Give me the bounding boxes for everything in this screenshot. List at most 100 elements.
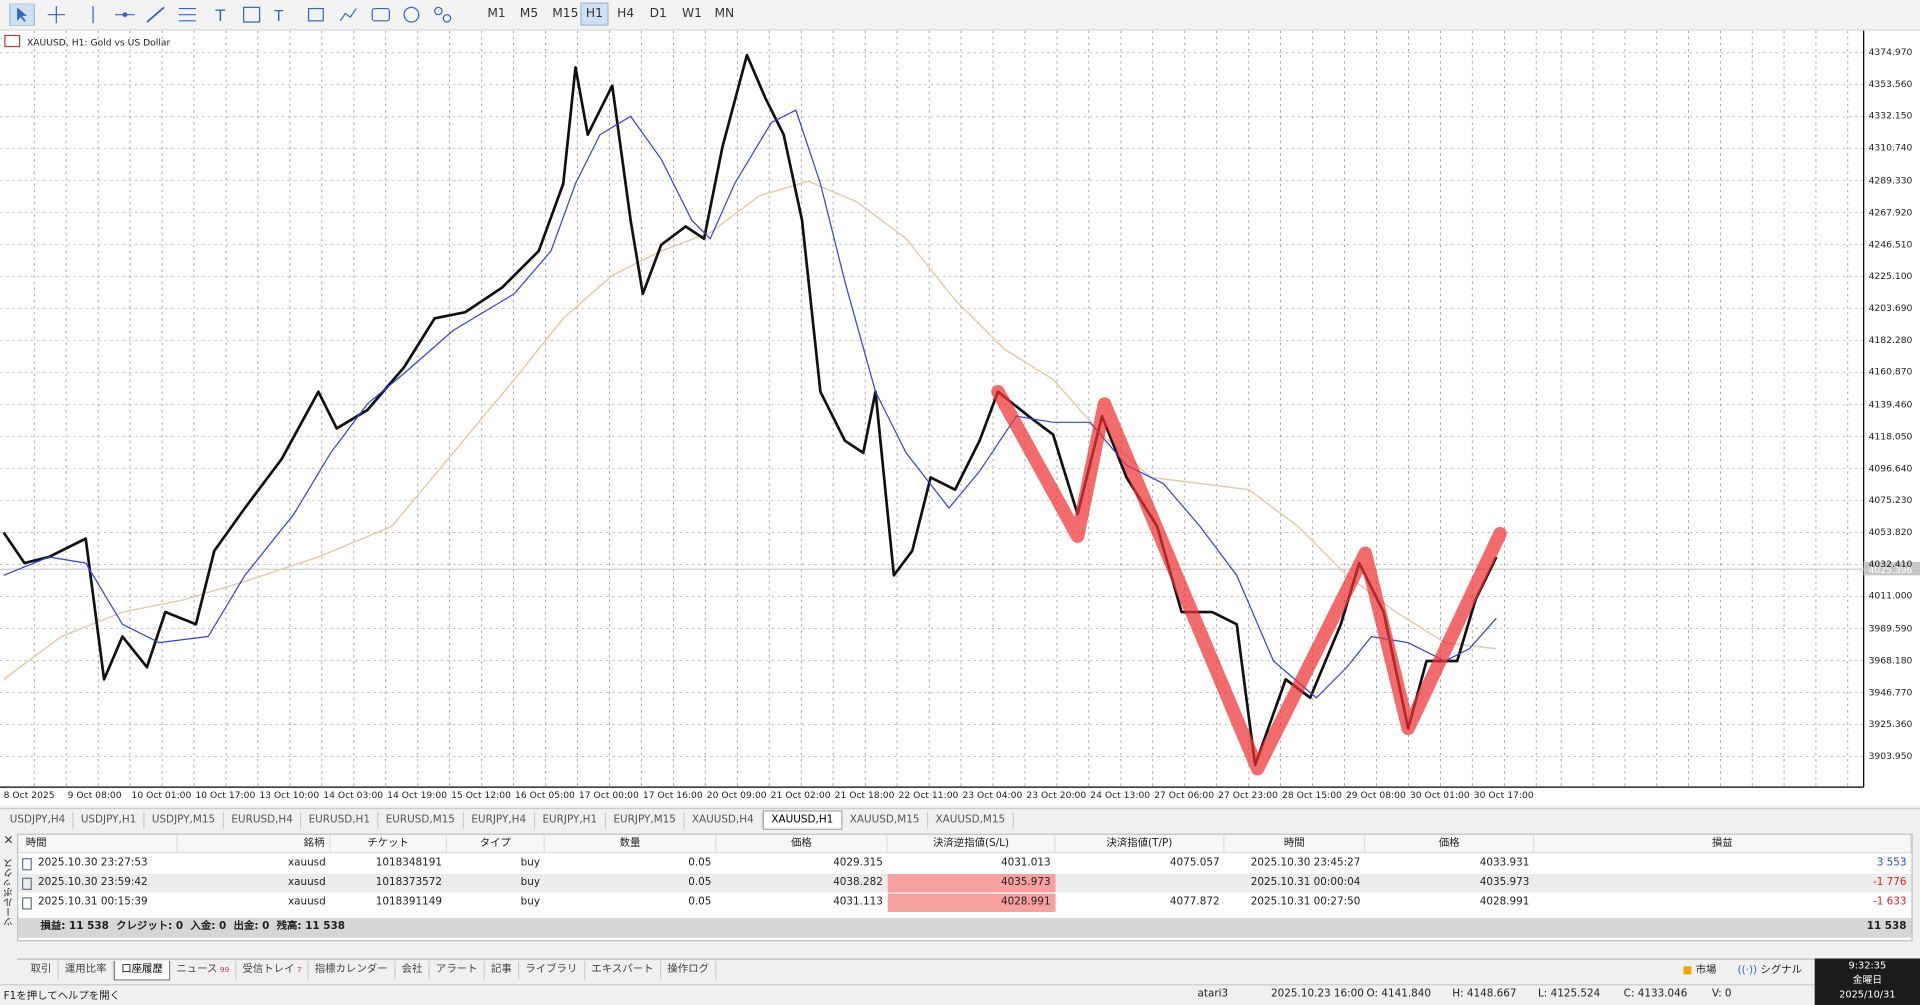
tab-label: 口座履歴 [121, 963, 163, 976]
bottom-tab[interactable]: 記事 [485, 960, 520, 980]
price-label: 3925.360 [1868, 718, 1913, 730]
chart-tab[interactable]: EURUSD,H1 [301, 811, 379, 829]
bottom-tab[interactable]: ライブラリ [519, 960, 585, 980]
time-label: 27 Oct 06:00 [1154, 789, 1215, 801]
chart-tab[interactable]: XAUUSD,H1 [762, 810, 842, 830]
bottom-tab[interactable]: エキスパート [585, 960, 661, 980]
chart-tab[interactable]: USDJPY,M15 [144, 811, 224, 829]
chart-area[interactable]: XAUUSD, H1: Gold vs US Dollar 4025.396 4… [0, 30, 1920, 806]
signal-link[interactable]: ((·)) シグナル [1737, 964, 1803, 977]
bottom-tab[interactable]: ニュース 99 [170, 960, 237, 980]
timeframe-button[interactable]: H4 [617, 7, 635, 21]
column-header[interactable]: 数量 [544, 834, 717, 854]
timeframe-button[interactable]: M1 [487, 7, 506, 21]
price-label: 4289.330 [1868, 174, 1913, 186]
column-header[interactable]: 価格 [716, 834, 888, 854]
column-header[interactable]: 損益 [1534, 834, 1912, 854]
tab-label: 運用比率 [64, 963, 107, 976]
timeframe-button[interactable]: M15 [552, 7, 579, 21]
price-label: 3903.950 [1868, 750, 1913, 762]
price-label: 4374.970 [1868, 46, 1913, 58]
timeframe-button[interactable]: MN [714, 7, 735, 21]
bottom-tab[interactable]: 取引 [24, 960, 59, 980]
chart-tab[interactable]: EURJPY,H4 [464, 811, 535, 829]
chart-tab[interactable]: EURUSD,H4 [224, 811, 302, 829]
timeframe-button[interactable]: M5 [519, 7, 539, 21]
table-cell: 4035.973 [887, 874, 1056, 893]
bottom-tab[interactable]: 操作ログ [661, 960, 717, 980]
column-header[interactable]: 時間 [1224, 834, 1366, 854]
column-header[interactable]: 決済逆指値(S/L) [887, 834, 1056, 854]
bottom-tab[interactable]: 受信トレイ 7 [236, 960, 309, 980]
zigzag-drawing [991, 384, 1507, 776]
price-label: 4139.460 [1868, 398, 1913, 410]
time-label: 10 Oct 01:00 [131, 789, 192, 801]
chart-tab[interactable]: EURJPY,M15 [606, 811, 685, 829]
column-header[interactable]: タイプ [446, 834, 545, 854]
price-label: 4246.510 [1868, 238, 1913, 250]
column-header[interactable]: 決済指値(T/P) [1055, 834, 1225, 854]
timeframe-button[interactable]: D1 [649, 7, 667, 21]
time-label: 30 Oct 01:00 [1409, 789, 1470, 801]
column-header[interactable]: 価格 [1365, 834, 1535, 854]
time-label: 22 Oct 11:00 [898, 789, 959, 801]
time-label: 21 Oct 02:00 [770, 789, 831, 801]
bottom-tab[interactable]: 指標カレンダー [309, 960, 395, 980]
chart-tab[interactable]: XAUUSD,M15 [928, 811, 1014, 829]
column-header[interactable]: 銘柄 [177, 834, 331, 854]
price-label: 4011.000 [1868, 590, 1913, 602]
price-label: 4267.920 [1868, 206, 1913, 218]
row-icon [22, 877, 32, 890]
chart-tab[interactable]: EURUSD,M15 [378, 811, 464, 829]
table-cell: 4031.013 [1000, 856, 1051, 870]
timeframe-button[interactable]: H1 [579, 2, 610, 26]
table-cell: 3 553 [1876, 856, 1907, 870]
table-cell: 0.05 [688, 876, 712, 889]
tab-badge: 7 [296, 965, 302, 975]
table-cell: 2025.10.31 00:00:04 [1250, 876, 1361, 889]
tab-label: アラート [435, 963, 478, 976]
status-open: O: 4141.840 [1366, 987, 1432, 1001]
chart-tab[interactable]: EURJPY,H1 [535, 811, 606, 829]
svg-text:T: T [273, 8, 284, 25]
tab-label: 操作ログ [667, 963, 709, 976]
tab-label: 記事 [491, 963, 512, 976]
price-label: 3989.590 [1868, 622, 1913, 634]
time-label: 23 Oct 20:00 [1026, 789, 1087, 801]
status-help: F1を押してヘルプを開く [3, 990, 121, 1003]
time-label: 29 Oct 08:00 [1345, 789, 1406, 801]
price-label: 4118.050 [1868, 430, 1913, 442]
bottom-tab[interactable]: 口座履歴 [113, 960, 171, 981]
chart-tabs: USDJPY,H4 USDJPY,H1 USDJPY,M15 EURUSD,H4 EUR… [0, 807, 1920, 832]
tab-label: エキスパート [591, 963, 654, 976]
terminal-table: 時間 銘柄 チケット タイプ 数量 価格 決済逆指値(S/L) 決済指値(T/P) 時間 価格 損益… [17, 833, 1913, 942]
table-cell: buy [520, 856, 541, 870]
table-cell: 2025.10.30 23:27:53 [37, 856, 148, 870]
table-cell: 1018391149 [375, 896, 443, 909]
table-cell: 2025.10.30 23:45:27 [1250, 856, 1361, 870]
chart-tab[interactable]: USDJPY,H1 [73, 811, 145, 829]
chart-icon [4, 34, 21, 48]
time-label: 14 Oct 03:00 [323, 789, 384, 801]
column-header[interactable]: チケット [330, 834, 447, 854]
tab-label: 受信トレイ [242, 963, 295, 976]
time-label: 27 Oct 23:00 [1218, 789, 1279, 801]
status-bar: F1を押してヘルプを開く atari3 2025.10.23 16:00 O: … [0, 984, 1920, 1005]
bottom-tab[interactable]: アラート [430, 960, 485, 980]
price-label: 4160.870 [1868, 366, 1913, 378]
tab-label: 取引 [30, 963, 52, 976]
column-header[interactable]: 時間 [18, 834, 178, 854]
toolbar-icons: T T [9, 3, 452, 26]
chart-tab[interactable]: XAUUSD,M15 [842, 811, 929, 829]
chart-tab[interactable]: USDJPY,H4 [2, 811, 74, 829]
table-cell: 4035.973 [1479, 876, 1530, 889]
market-link[interactable]: ■ 市場 [1682, 964, 1717, 977]
bottom-tab[interactable]: 会社 [396, 960, 430, 980]
status-close: C: 4133.046 [1623, 987, 1688, 1001]
bottom-tab[interactable]: 運用比率 [59, 960, 114, 980]
price-label: 4182.280 [1868, 334, 1913, 346]
chart-tab[interactable]: XAUUSD,H4 [684, 811, 763, 829]
timeframe-button[interactable]: W1 [682, 7, 702, 21]
chart-title: XAUUSD, H1: Gold vs US Dollar [26, 36, 171, 48]
table-cell: 4038.282 [833, 876, 883, 889]
